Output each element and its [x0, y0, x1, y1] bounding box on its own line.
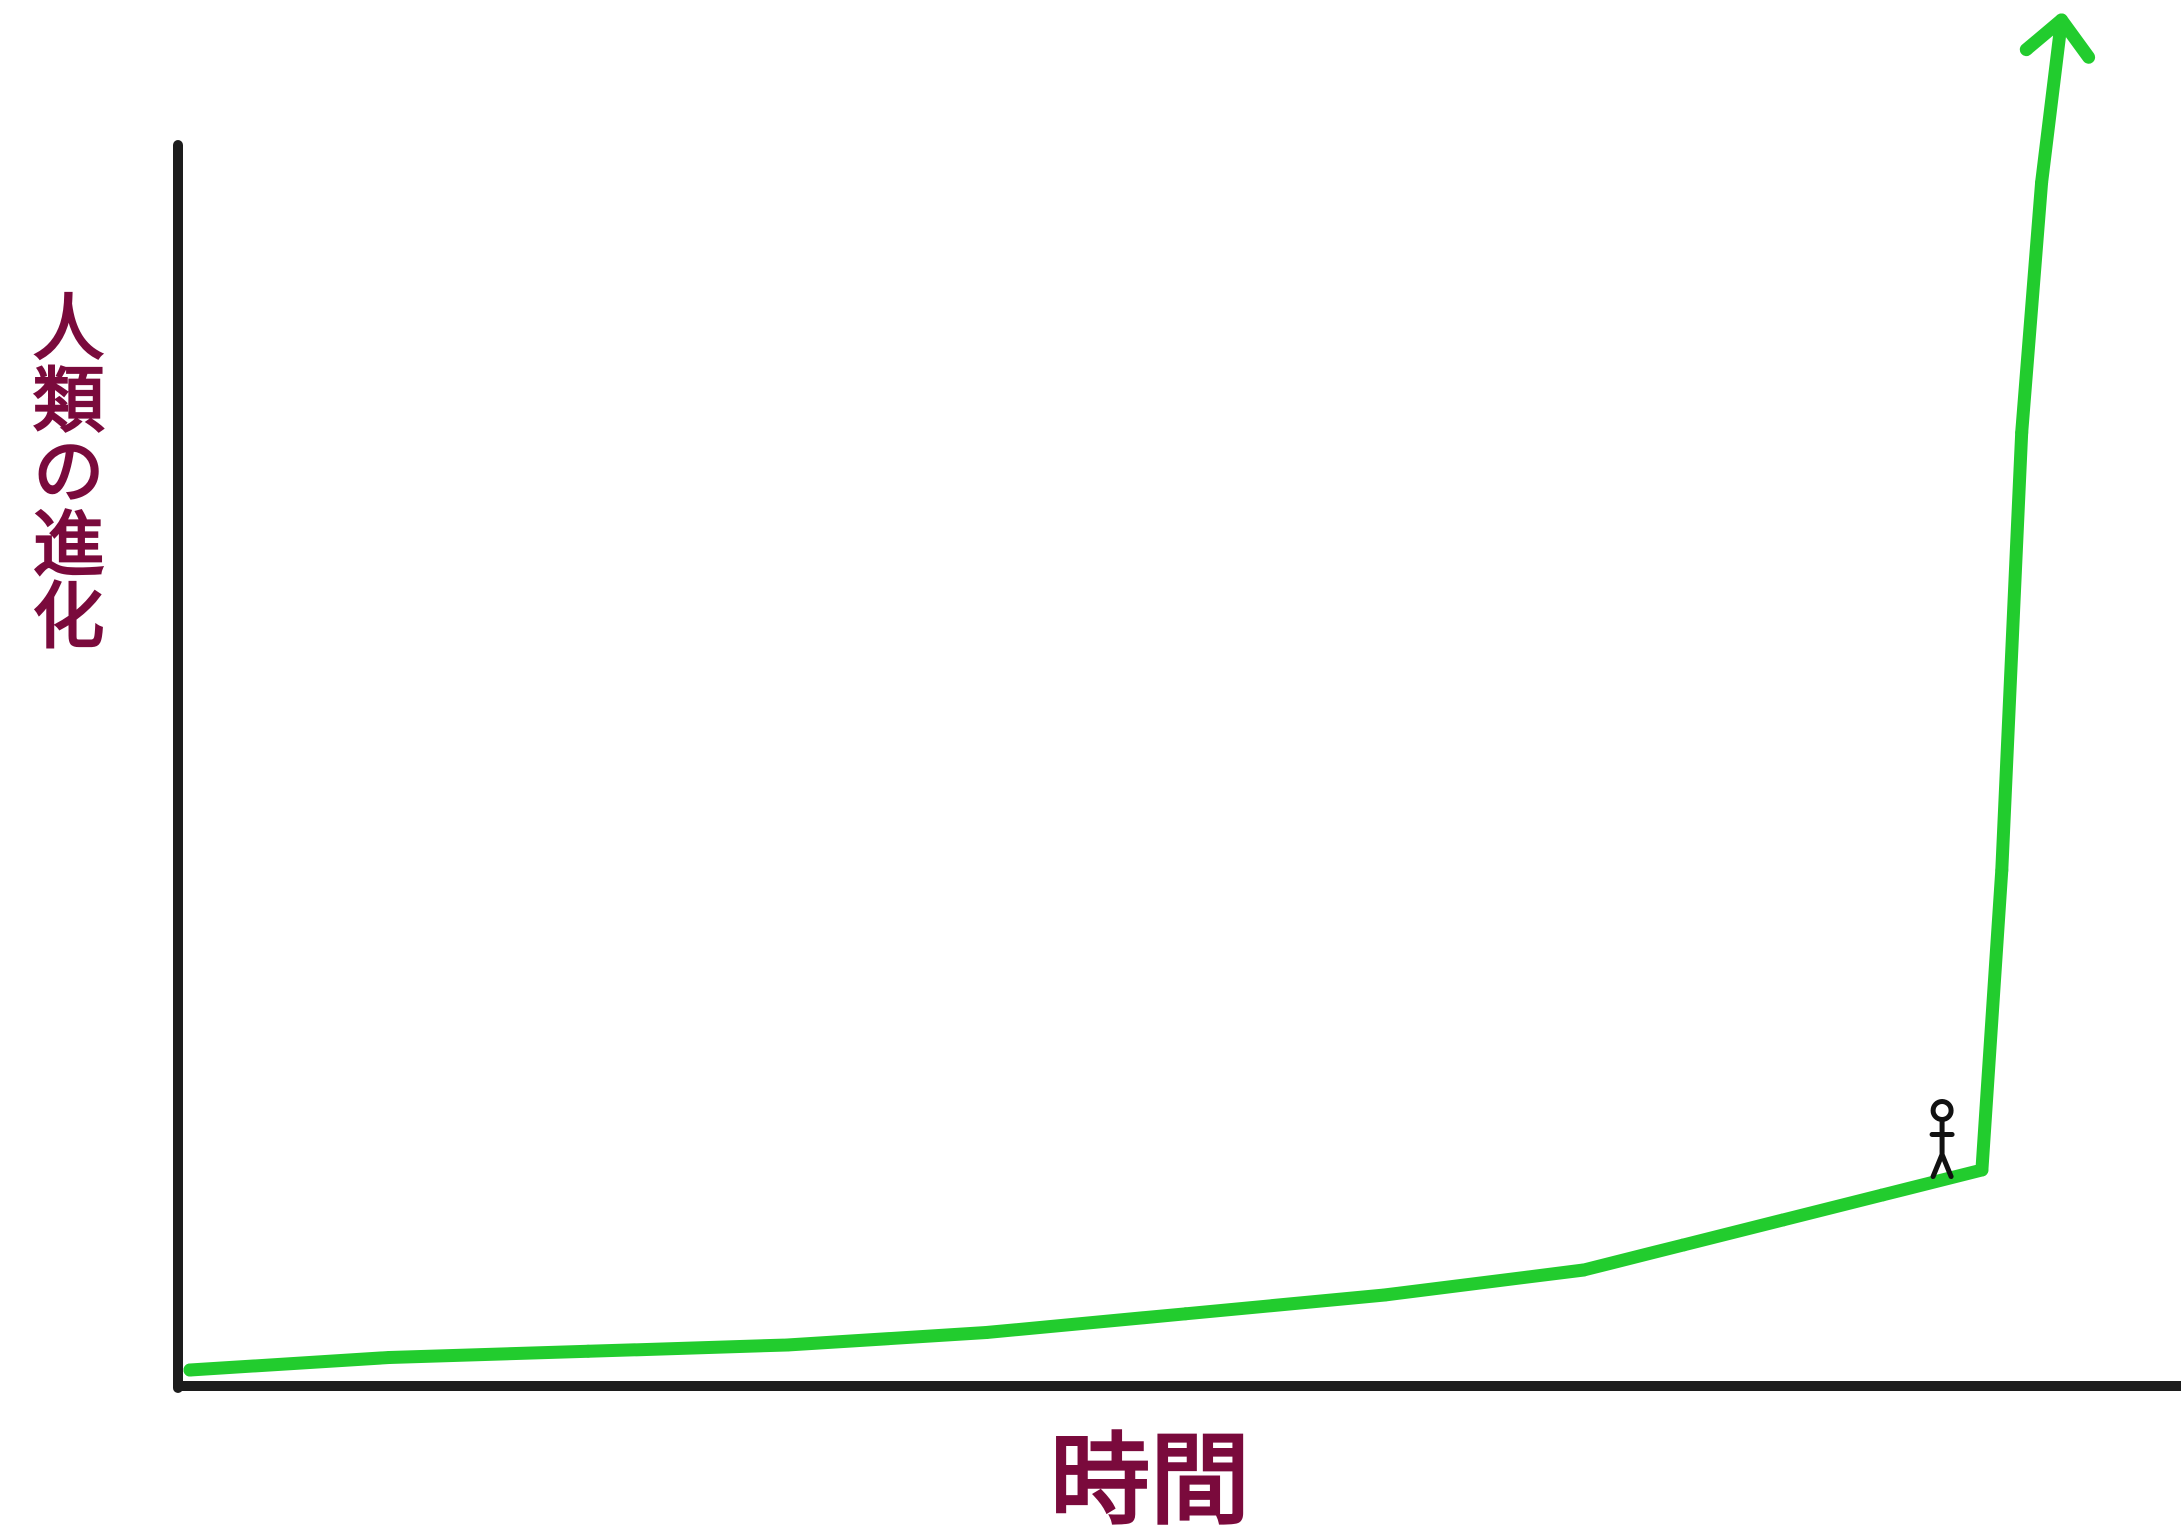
series-layer — [183, 13, 2096, 1377]
series-point — [2015, 426, 2029, 439]
series-point — [979, 1326, 993, 1339]
series-point — [2035, 176, 2049, 189]
series-point — [780, 1338, 794, 1352]
x-axis-label: 時間 — [1050, 1422, 1250, 1534]
series-point — [581, 1344, 595, 1358]
series-line — [183, 13, 2068, 1377]
series-point — [1875, 1188, 1889, 1202]
series-point — [1975, 1163, 1989, 1177]
y-axis-label: 人類の進化 — [20, 290, 104, 650]
stick-figure-body — [1929, 1118, 1955, 1179]
series-point — [1676, 1238, 1690, 1252]
series-point — [183, 1363, 197, 1377]
annotation-layer — [1929, 1099, 1955, 1179]
arrow-head-icon — [2019, 13, 2096, 64]
series-point — [1378, 1288, 1392, 1302]
stick-figure-icon — [1929, 1099, 1955, 1179]
series-point — [1577, 1263, 1591, 1277]
stick-figure-head — [1930, 1099, 1954, 1122]
axes — [173, 140, 2181, 1393]
series-point — [1776, 1213, 1790, 1227]
series-point — [382, 1351, 396, 1364]
series-point — [1179, 1307, 1192, 1321]
series-point — [1995, 863, 2009, 877]
